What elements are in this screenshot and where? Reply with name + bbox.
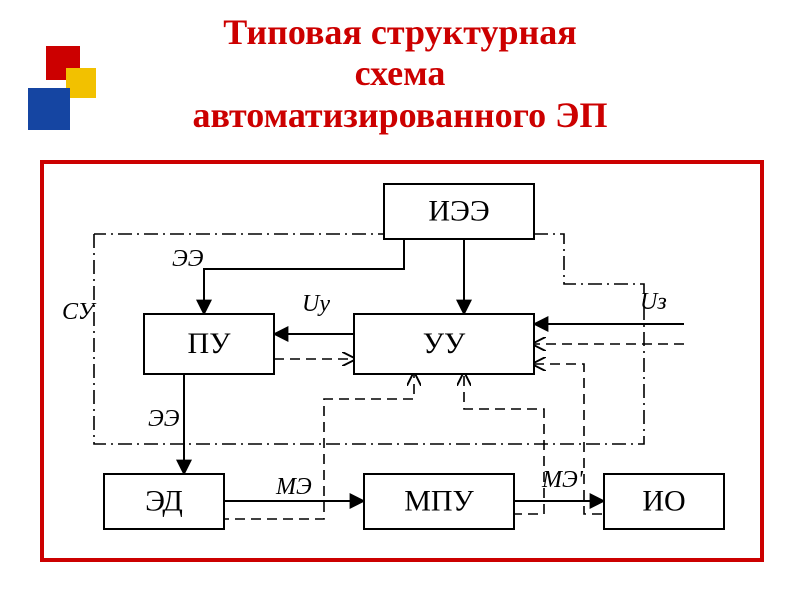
deco-square-blue <box>28 88 70 130</box>
edge-label-mpu_io: МЭ' <box>541 467 584 493</box>
node-label-mpu: МПУ <box>404 484 474 517</box>
page-title: Типовая структурная схема автоматизирова… <box>0 0 800 136</box>
title-line-3: автоматизированного ЭП <box>193 95 608 135</box>
edge-label-uu_pu: Uу <box>302 291 330 317</box>
edge-label-ed_mpu: МЭ <box>275 474 312 500</box>
node-label-iee: ИЭЭ <box>428 194 489 227</box>
corner-decoration <box>28 46 98 136</box>
node-label-uu: УУ <box>423 327 466 360</box>
title-line-1: Типовая структурная <box>223 12 576 52</box>
title-line-2: схема <box>355 53 446 93</box>
diagram-svg: ЭЭUуUзЭЭМЭМЭ'СУИЭЭПУУУЭДМПУИО <box>44 164 760 558</box>
edge-label-iee_pu: ЭЭ <box>172 246 204 272</box>
deco-square-yellow <box>66 68 96 98</box>
node-label-ed: ЭД <box>145 484 183 517</box>
node-label-pu: ПУ <box>188 327 232 360</box>
diagram-panel: ЭЭUуUзЭЭМЭМЭ'СУИЭЭПУУУЭДМПУИО <box>40 160 764 562</box>
edge-label-pu_ed: ЭЭ <box>148 406 180 432</box>
edge-label-cu_frame: СУ <box>62 299 97 325</box>
node-label-io: ИО <box>642 484 685 517</box>
